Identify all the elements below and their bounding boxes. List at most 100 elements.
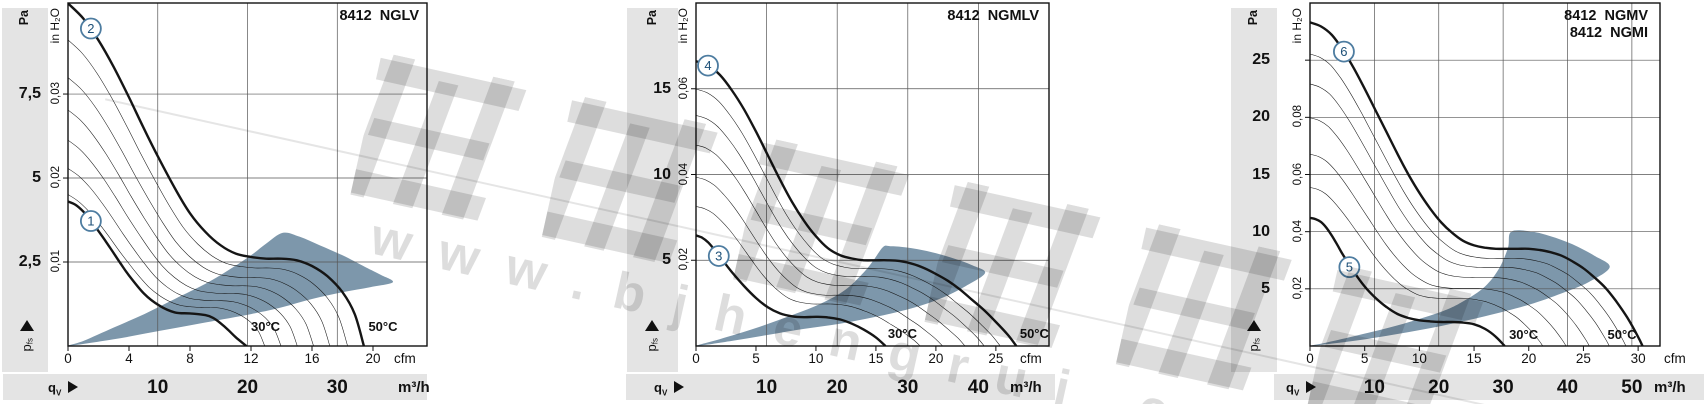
pa-tick-label: 5 bbox=[662, 251, 671, 269]
tick-marks bbox=[691, 88, 997, 351]
curve-marker-circle bbox=[1333, 40, 1355, 63]
cfm-tick-label: 25 bbox=[988, 351, 1004, 366]
pressure-unit-label: Pa bbox=[644, 10, 659, 26]
m3h-tick-label: 30 bbox=[1492, 377, 1514, 398]
y-axis-strip bbox=[627, 8, 678, 372]
m3h-tick-label: 10 bbox=[756, 377, 778, 398]
flow-symbol-sub: V bbox=[1293, 388, 1300, 398]
flow-direction-arrow-icon bbox=[1306, 381, 1317, 393]
fan-curve-6 bbox=[1310, 21, 1644, 346]
intermediate-fan-curve bbox=[68, 168, 282, 346]
chart-module-nglv: 1 2 Pa 2,5 5 7,5 in H₂O 0,01 0,02 0,03 0 4 8 12 16 20 cf… bbox=[0, 0, 568, 404]
inh2o-tick-label: 0,08 bbox=[1292, 105, 1304, 128]
tick-marks bbox=[63, 93, 374, 351]
cfm-tick-label: 0 bbox=[692, 351, 700, 366]
curve-marker-circle bbox=[707, 245, 730, 267]
cfm-unit-label: cfm bbox=[1020, 351, 1042, 366]
cfm-tick-label: 25 bbox=[1575, 351, 1591, 366]
m3h-tick-label: 10 bbox=[147, 377, 169, 398]
intermediate-fan-curve bbox=[1310, 117, 1590, 346]
pa-tick-label: 5 bbox=[32, 169, 41, 187]
inh2o-tick-label: 0,02 bbox=[678, 248, 690, 271]
y-axis-strip bbox=[2, 8, 48, 372]
m3h-tick-label: 50 bbox=[1621, 377, 1643, 398]
flow-symbol-sub: V bbox=[55, 388, 62, 398]
inh2o-tick-label: 0,01 bbox=[50, 250, 62, 273]
chart-title: 8412 NGMV bbox=[1564, 8, 1648, 24]
pressure-symbol-base: p bbox=[644, 344, 659, 352]
curve-marker-label: 3 bbox=[715, 248, 722, 263]
grid bbox=[1310, 3, 1660, 346]
pressure-axis-arrow-icon bbox=[1247, 320, 1261, 331]
intermediate-fan-curve bbox=[68, 194, 265, 346]
intermediate-fan-curve bbox=[1310, 187, 1544, 346]
cfm-tick-label: 8 bbox=[186, 351, 194, 366]
m3h-unit-label: m³/h bbox=[1010, 379, 1042, 396]
cfm-tick-label: 10 bbox=[1411, 351, 1427, 366]
intermediate-fan-curve bbox=[696, 115, 985, 346]
cfm-unit-label: cfm bbox=[394, 351, 416, 366]
fan-curve-5 bbox=[1310, 216, 1506, 346]
pressure-symbol-label: pfs bbox=[1246, 338, 1262, 352]
cfm-tick-label: 5 bbox=[752, 351, 760, 366]
m3h-tick-label: 20 bbox=[236, 377, 259, 398]
m3h-unit-label: m³/h bbox=[1654, 379, 1686, 396]
chart-title: 8412 NGMI bbox=[1569, 25, 1648, 41]
pressure-unit-label: Pa bbox=[17, 10, 31, 26]
cfm-tick-label: 20 bbox=[928, 351, 944, 366]
inh2o-tick-label: 0,06 bbox=[1292, 162, 1304, 185]
inh2o-tick-label: 0,02 bbox=[50, 166, 62, 189]
curve-marker-label: 4 bbox=[704, 58, 711, 73]
flow-symbol-label: qV bbox=[48, 380, 79, 398]
curve-marker-circle bbox=[697, 54, 719, 77]
m3h-tick-label: 10 bbox=[1363, 377, 1385, 398]
curve-marker-circle bbox=[79, 17, 102, 40]
chart-canvas: 34 bbox=[626, 2, 1055, 400]
intermediate-fan-curve bbox=[1310, 53, 1627, 346]
operating-region bbox=[1310, 230, 1610, 346]
intermediate-fan-curve bbox=[1310, 83, 1610, 346]
intermediate-fan-curve bbox=[68, 139, 298, 346]
pressure-symbol-base: p bbox=[19, 344, 34, 352]
flow-symbol-sub: V bbox=[661, 388, 668, 398]
m3h-tick-label: 40 bbox=[967, 377, 989, 398]
temperature-label: 30°C bbox=[887, 325, 917, 341]
cfm-tick-label: 12 bbox=[243, 351, 259, 366]
temperature-label: 30°C bbox=[251, 318, 281, 334]
m3h-unit-label: m³/h bbox=[398, 379, 430, 396]
y-axis-strip bbox=[1231, 8, 1277, 372]
m3h-tick-label: 30 bbox=[897, 377, 919, 398]
pa-tick-label: 15 bbox=[653, 79, 671, 97]
m3h-tick-label: 40 bbox=[1556, 377, 1579, 398]
pressure-symbol-label: pfs bbox=[19, 338, 35, 352]
inh2o-tick-label: 0,06 bbox=[678, 76, 690, 100]
flow-direction-arrow-icon bbox=[68, 381, 79, 393]
x-axis-strip bbox=[626, 374, 1055, 400]
flow-symbol-base: q bbox=[1286, 380, 1294, 395]
cfm-tick-label: 15 bbox=[1466, 351, 1482, 366]
intermediate-fan-curve bbox=[696, 206, 921, 346]
chart-module-ngmlv: 3 4 Pa 5 10 15 in H₂O 0,02 0,04 0,06 0 5 10 15 20 25 cfm… bbox=[568, 0, 1136, 404]
inh2o-tick-label: 0,04 bbox=[1292, 219, 1304, 243]
fan-curve-4 bbox=[696, 60, 1018, 346]
cfm-tick-label: 4 bbox=[125, 351, 133, 366]
cfm-tick-label: 20 bbox=[365, 351, 381, 366]
cfm-tick-label: 15 bbox=[868, 351, 884, 366]
chart-module-ngmv: 5 6 Pa 5 10 15 20 25 in H₂O 0,02 0,04 0,06 0,08 0 5 10 1… bbox=[1136, 0, 1704, 404]
curves bbox=[1310, 21, 1644, 346]
temperature-label: 30°C bbox=[1509, 327, 1539, 343]
intermediate-fan-curve bbox=[68, 77, 331, 346]
intermediate-fan-curve bbox=[696, 88, 1001, 346]
flow-symbol-base: q bbox=[654, 380, 662, 395]
cfm-tick-label: 30 bbox=[1630, 351, 1646, 366]
intermediate-fan-curve bbox=[696, 176, 943, 346]
inh2o-unit-label: in H₂O bbox=[676, 8, 690, 44]
pa-tick-label: 10 bbox=[1252, 222, 1270, 240]
plot-border bbox=[67, 2, 428, 347]
fan-curve-2 bbox=[68, 3, 366, 346]
cfm-tick-label: 10 bbox=[808, 351, 824, 366]
flow-direction-arrow-icon bbox=[674, 381, 685, 393]
temperature-label: 50°C bbox=[1607, 327, 1637, 343]
cfm-tick-label: 0 bbox=[1306, 351, 1314, 366]
